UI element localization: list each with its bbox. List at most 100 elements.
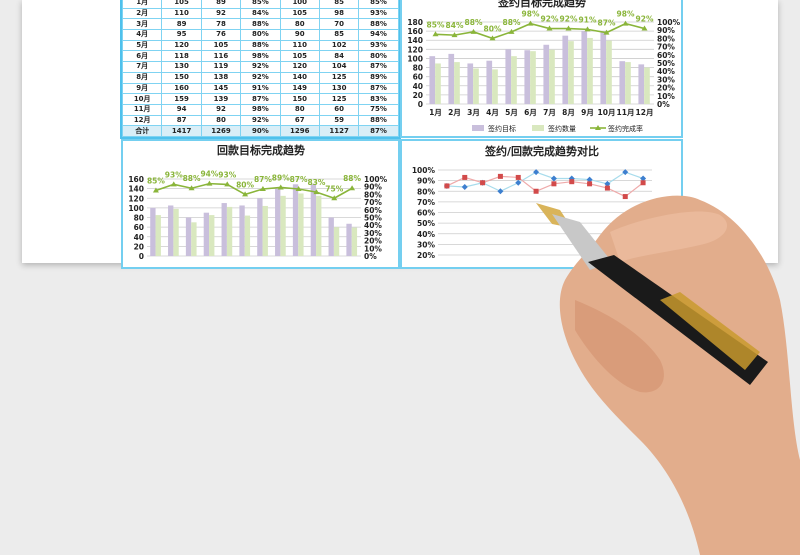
y-tick-label: 40 — [413, 82, 423, 91]
table-row: 1月 105 89 85% 100 85 85% — [121, 0, 399, 9]
qty-bar — [155, 215, 161, 256]
y2-tick-label: 60% — [657, 51, 675, 60]
table-row: 4月 95 76 80% 90 85 94% — [121, 29, 399, 41]
rate-data-label: 88% — [465, 18, 483, 27]
rate-data-label: 92% — [541, 15, 559, 24]
rate-data-label: 87% — [254, 175, 272, 184]
target-bar — [486, 60, 493, 104]
rate-marker — [508, 28, 515, 34]
rate-marker — [489, 35, 496, 41]
y-tick-label: 140 — [407, 36, 423, 45]
rate-data-label: 92% — [636, 15, 654, 24]
table-cell[interactable]: 87% — [358, 125, 399, 137]
return-chart-panel: 回款目标完成趋势 0 20 40 60 80 100 120 140 160 0% 10% 20% 30%… — [121, 139, 400, 269]
y2-tick-label: 60% — [364, 206, 382, 215]
table-cell[interactable]: 90% — [240, 125, 281, 137]
chart-title: 签约目标完成趋势 — [497, 0, 586, 9]
rate-marker — [331, 195, 338, 201]
table-cell[interactable]: 85 — [318, 0, 360, 9]
y2-tick-label: 0% — [364, 252, 377, 261]
y2-tick-label: 90% — [657, 26, 675, 35]
table-row: 3月 89 78 88% 80 70 88% — [121, 18, 399, 31]
table-cell[interactable]: 100 — [279, 0, 320, 9]
rate-data-label: 93% — [165, 170, 183, 179]
x-tick-label: 12月 — [636, 108, 654, 117]
rate-data-label: 84% — [446, 21, 464, 30]
rate-data-label: 87% — [598, 19, 616, 28]
y2-tick-label: 40% — [364, 221, 382, 230]
y-tick-label: 140 — [128, 185, 144, 194]
sign-rate-marker — [622, 169, 629, 176]
finger-shape — [575, 300, 664, 393]
rate-data-label: 91% — [579, 15, 597, 24]
y2-tick-label: 80% — [657, 34, 675, 43]
rate-marker — [432, 31, 439, 37]
y-tick-label: 20 — [413, 91, 423, 100]
rate-marker — [224, 181, 231, 187]
y-tick-label: 60% — [417, 209, 435, 218]
qty-bar — [568, 41, 574, 104]
qty-bar — [606, 40, 612, 104]
y2-tick-label: 90% — [364, 183, 382, 192]
pen-grip — [552, 214, 612, 270]
y-tick-label: 160 — [128, 175, 144, 184]
rate-data-label: 87% — [290, 175, 308, 184]
return-rate-marker — [533, 188, 539, 194]
rate-marker — [277, 184, 284, 190]
table-cell[interactable]: 1296 — [279, 125, 320, 137]
target-bar — [638, 64, 645, 104]
table-cell[interactable]: 85% — [358, 0, 399, 9]
rate-data-label: 88% — [343, 174, 361, 183]
rate-marker — [313, 189, 320, 195]
y-tick-label: 20 — [134, 242, 144, 251]
pen-body — [588, 255, 768, 385]
qty-bar — [298, 193, 304, 256]
qty-bar — [644, 67, 650, 104]
target-bar — [185, 217, 192, 256]
return-rate-marker — [587, 181, 593, 187]
sign-rate-marker — [461, 184, 468, 190]
y2-tick-label: 0% — [657, 100, 670, 109]
sign-rate-marker — [640, 175, 647, 182]
legend-marker — [595, 125, 601, 130]
compare-chart: 签约/回款完成趋势对比 20% 30%40% 50%60% 70% 80%90% 100% — [412, 144, 652, 260]
data-table: 1月 105 89 85% 100 85 85% 2月 110 92 84% 105 98 93% 3月 89… — [120, 0, 401, 139]
y-tick-label: 80% — [417, 187, 435, 196]
target-bar — [524, 50, 531, 104]
x-tick-label: 9月 — [581, 108, 594, 117]
qty-bar — [492, 69, 498, 104]
y-tick-label: 40% — [417, 230, 435, 239]
qty-bar — [226, 206, 233, 256]
table-cell[interactable]: 85% — [240, 0, 281, 9]
y2-tick-label: 20% — [657, 84, 675, 93]
y2-tick-label: 70% — [364, 198, 382, 207]
y-tick-label: 0 — [139, 252, 144, 261]
pen-gold-band — [660, 292, 760, 370]
rate-data-label: 85% — [147, 177, 165, 186]
y-tick-label: 30% — [417, 240, 435, 249]
y2-tick-label: 100% — [657, 18, 681, 27]
y2-tick-label: 10% — [657, 92, 675, 101]
qty-bar — [351, 227, 358, 256]
y-tick-label: 40 — [134, 233, 144, 242]
y-tick-label: 160 — [407, 27, 423, 36]
legend-swatch — [532, 125, 544, 131]
qty-bar — [280, 195, 286, 256]
y-tick-label: 70% — [417, 198, 435, 207]
rate-marker — [641, 25, 648, 31]
rate-data-label: 93% — [218, 170, 236, 179]
table-cell[interactable]: 1127 — [318, 125, 360, 137]
y-tick-label: 120 — [128, 194, 144, 203]
rate-marker — [349, 185, 356, 191]
target-bar — [221, 203, 227, 256]
chart-title: 签约/回款完成趋势对比 — [484, 144, 599, 158]
total-row: 合计 1417 1269 90% 1296 1127 87% — [121, 125, 399, 137]
y-tick-label: 180 — [407, 18, 423, 27]
rate-marker — [565, 25, 572, 31]
x-tick-label: 11月 — [617, 108, 635, 117]
rate-data-label: 98% — [617, 10, 635, 19]
target-bar — [562, 35, 569, 104]
y-tick-label: 90% — [417, 177, 435, 186]
chart-title: 回款目标完成趋势 — [217, 143, 305, 157]
